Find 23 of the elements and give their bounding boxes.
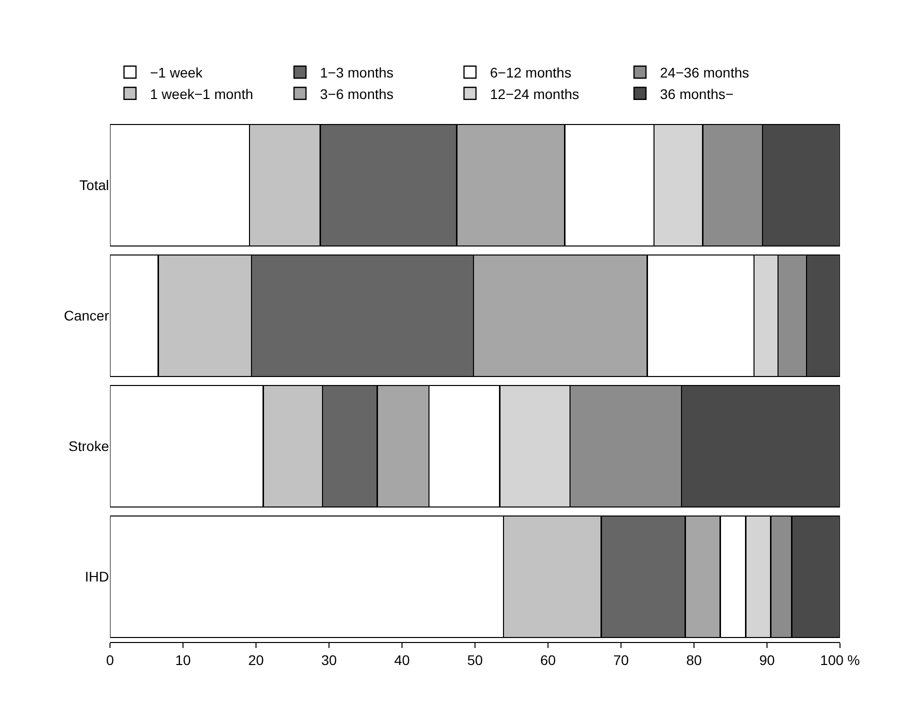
legend-label: 36 months− (660, 86, 734, 102)
x-tick-label: 30 (321, 652, 337, 668)
x-tick-label: 50 (467, 652, 483, 668)
y-tick-label: Stroke (68, 438, 110, 454)
x-tick-label: 40 (394, 652, 410, 668)
y-tick-label: Cancer (64, 308, 110, 324)
x-tick-label: 70 (613, 652, 629, 668)
x-tick-label: 10 (175, 652, 191, 668)
x-tick-label: 90 (759, 652, 775, 668)
legend-label: 12−24 months (490, 86, 580, 102)
legend-label: −1 week (150, 64, 204, 81)
y-tick-label: IHD (84, 568, 109, 585)
legend-label: 1 week−1 month (150, 86, 254, 102)
legend-label: 6−12 months (490, 64, 572, 81)
legend-label: 1−3 months (320, 64, 394, 81)
x-tick-label: 80 (686, 652, 702, 668)
legend-label: 3−6 months (320, 86, 394, 102)
x-tick-label: 60 (540, 652, 556, 668)
y-tick-label: Total (79, 177, 109, 194)
legend-label: 24−36 months (660, 64, 750, 81)
x-tick-label: 100 % (820, 652, 860, 668)
x-tick-label: 0 (106, 652, 114, 668)
x-tick-label: 20 (248, 652, 264, 668)
